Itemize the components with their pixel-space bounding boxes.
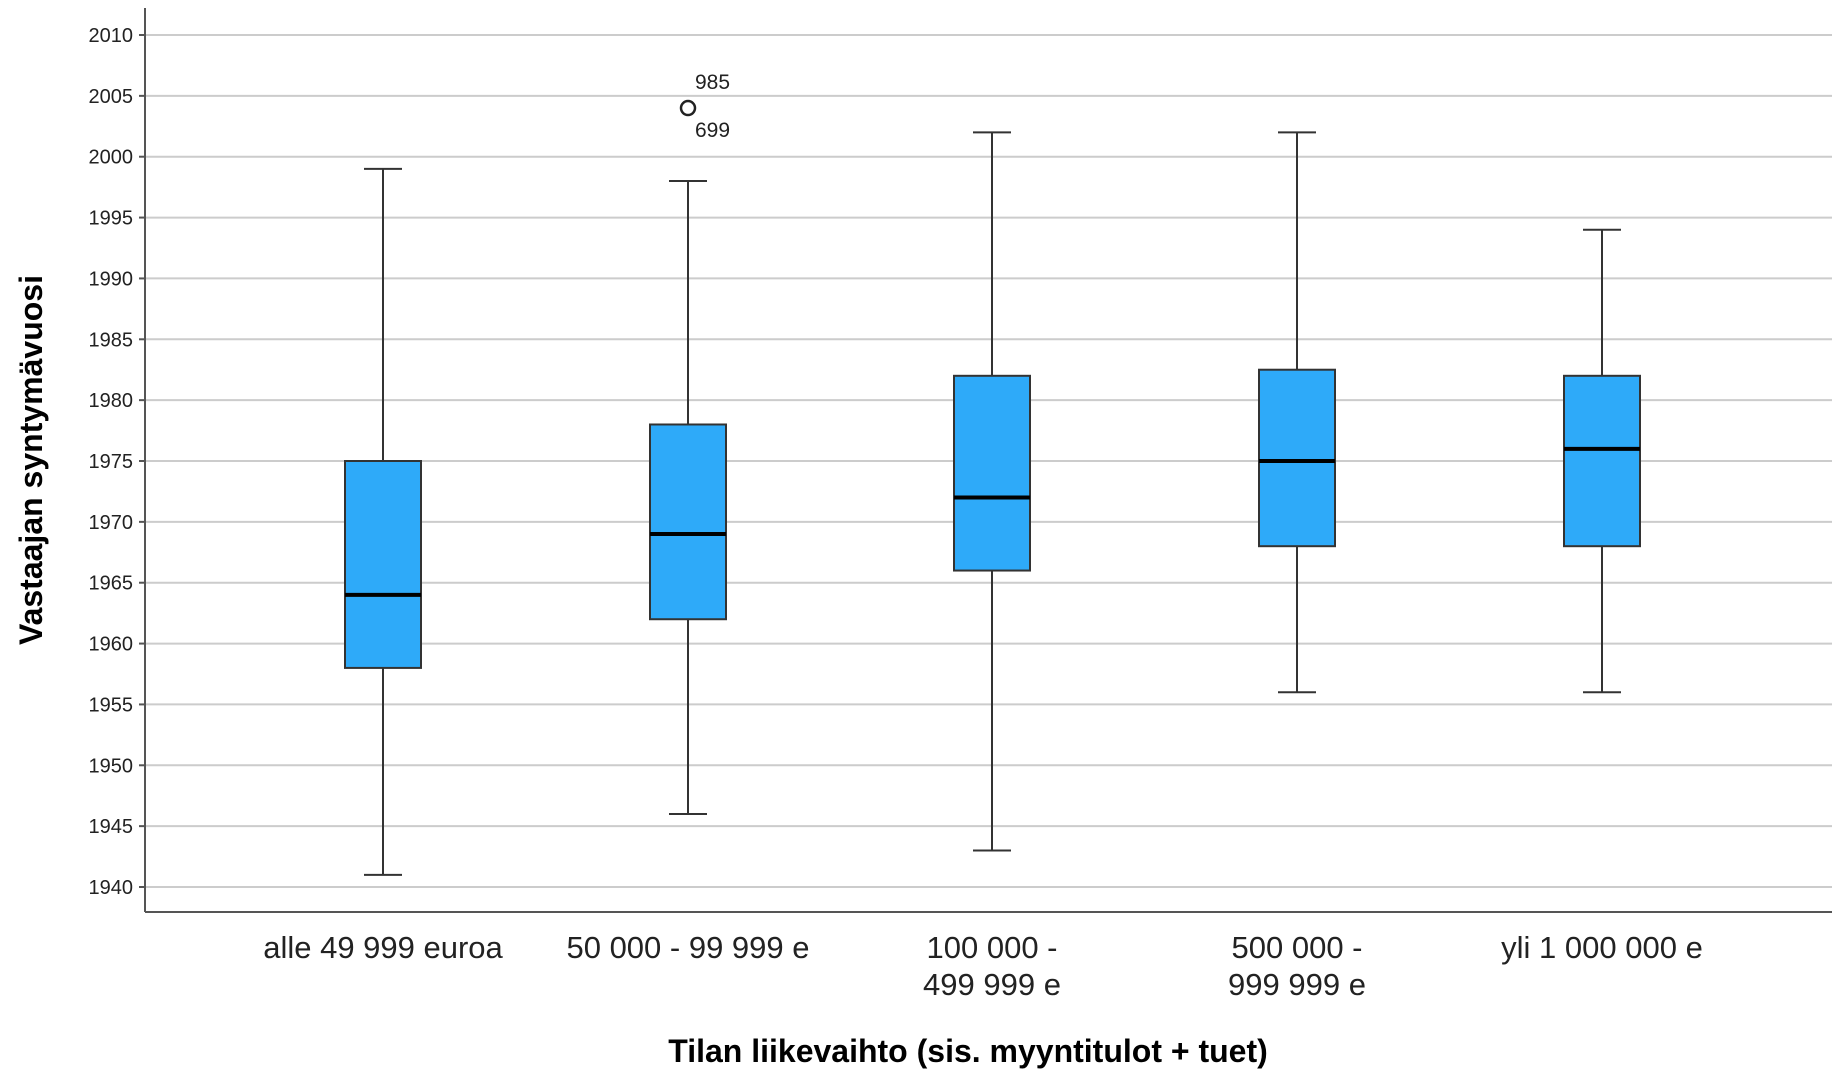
- x-category-label-3: 100 000 -499 999 e: [923, 930, 1061, 1002]
- iqr-box: [344, 460, 422, 669]
- x-category-label-1: alle 49 999 euroa: [263, 930, 503, 965]
- x-category-label-line: 999 999 e: [1228, 967, 1366, 1002]
- box-5: [1563, 228, 1641, 694]
- y-tick-label-1940: 1940: [89, 877, 134, 899]
- box-4: [1258, 131, 1336, 694]
- x-category-label-line: 499 999 e: [923, 967, 1061, 1002]
- y-tick-label-1990: 1990: [89, 268, 134, 290]
- box-2: 985 699: [649, 71, 730, 815]
- y-tick-label-2000: 2000: [89, 147, 134, 169]
- iqr-box: [1258, 368, 1336, 548]
- y-tick-label-1970: 1970: [89, 512, 134, 534]
- y-axis-title: Vastaajan syntymävuosi: [13, 275, 49, 645]
- x-category-label-line: yli 1 000 000 e: [1501, 930, 1703, 965]
- y-tick-label-1955: 1955: [89, 694, 134, 716]
- x-axis-title: Tilan liikevaihto (sis. myyntitulot + tu…: [668, 1033, 1268, 1069]
- x-category-label-2: 50 000 - 99 999 e: [566, 930, 809, 965]
- y-tick-label-1945: 1945: [89, 816, 134, 838]
- outlier-point: [679, 99, 697, 117]
- iqr-box: [953, 374, 1031, 572]
- x-category-label-line: 500 000 -: [1232, 930, 1363, 965]
- outlier-label-985: 985: [695, 71, 730, 94]
- iqr-box: [1563, 374, 1641, 548]
- outlier-label-699: 699: [695, 119, 730, 142]
- y-tick-label-2010: 2010: [89, 25, 134, 47]
- x-category-label-4: 500 000 -999 999 e: [1228, 930, 1366, 1002]
- box-1: [344, 167, 422, 876]
- y-tick-label-1950: 1950: [89, 755, 134, 777]
- iqr-box: [649, 423, 727, 621]
- x-category-label-5: yli 1 000 000 e: [1501, 930, 1703, 965]
- y-tick-label-2005: 2005: [89, 86, 134, 108]
- y-tick-label-1985: 1985: [89, 329, 134, 351]
- y-tick-label-1960: 1960: [89, 634, 134, 656]
- y-tick-label-1995: 1995: [89, 208, 134, 230]
- y-axis-ticks: 1940 1945 1950 1955 1960 1965 1970 1975 1980 1985…: [89, 25, 145, 899]
- box-3: [953, 131, 1031, 852]
- y-tick-label-1980: 1980: [89, 390, 134, 412]
- y-tick-label-1975: 1975: [89, 451, 134, 473]
- x-category-label-line: alle 49 999 euroa: [263, 930, 503, 965]
- x-axis-categories: alle 49 999 euroa 50 000 - 99 999 e 100 00…: [263, 930, 1703, 1002]
- box-series: 985 699: [344, 71, 1641, 876]
- x-category-label-line: 50 000 - 99 999 e: [566, 930, 809, 965]
- x-category-label-line: 100 000 -: [927, 930, 1058, 965]
- y-tick-label-1965: 1965: [89, 573, 134, 595]
- gridlines: [145, 34, 1832, 888]
